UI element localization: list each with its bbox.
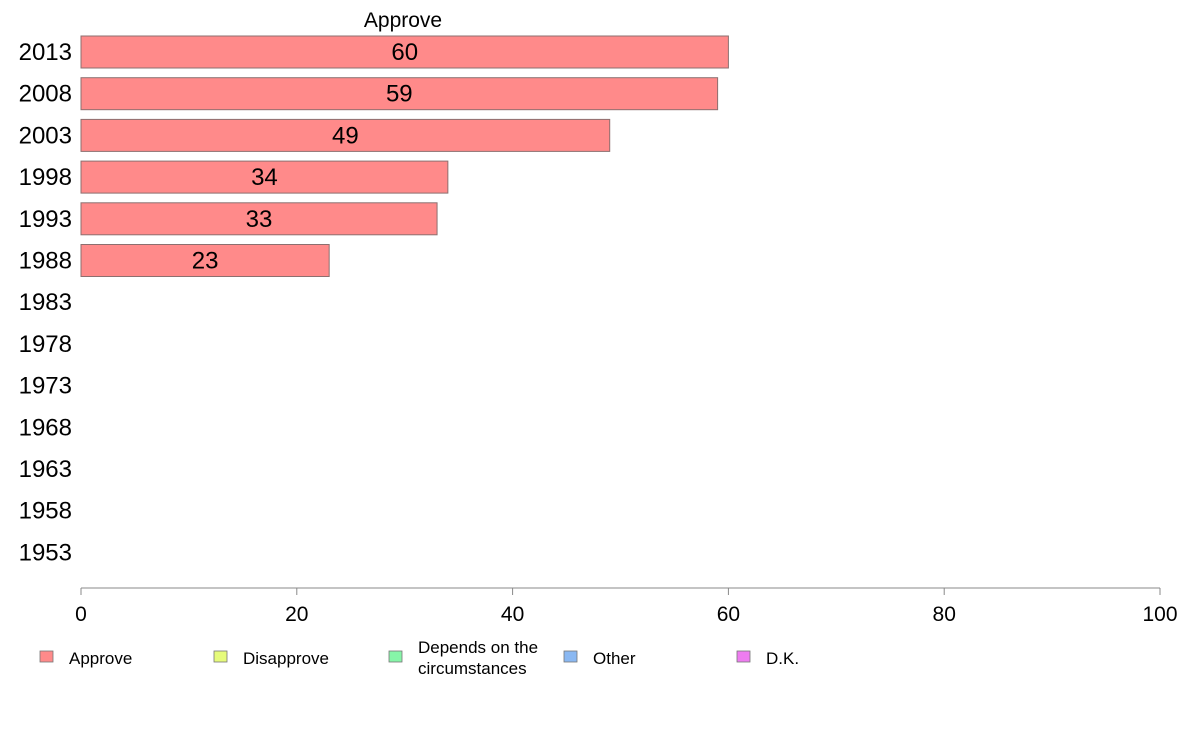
y-tick-label: 1953 [19,539,72,566]
y-tick-label: 1993 [19,206,72,233]
y-tick-label: 1978 [19,331,72,358]
legend-swatch [213,650,228,663]
y-tick-label: 1988 [19,248,72,275]
legend: Approve Disapprove Depends on the circumsta… [39,638,799,678]
y-tick-label: 2008 [19,81,72,108]
x-tick-label: 40 [501,603,524,626]
bar-value-label: 49 [332,122,359,149]
legend-item: Depends on the circumstances [388,638,538,678]
bar-value-label: 33 [246,206,273,233]
legend-label: Disapprove [243,649,329,668]
bar [80,118,611,152]
legend-label: D.K. [766,649,799,668]
x-tick-label: 100 [1142,603,1177,626]
legend-label: Approve [69,649,132,668]
y-tick-label: 1998 [19,164,72,191]
legend-swatch [388,650,403,663]
bar-value-label: 60 [391,39,418,66]
bar-value-label: 23 [192,248,219,275]
bars-group [80,35,729,277]
legend-item: Disapprove [213,649,329,668]
bar-value-label: 34 [251,164,278,191]
bar [80,160,449,194]
legend-swatch [563,650,578,663]
legend-label: Other [593,649,636,668]
y-tick-label: 2013 [19,39,72,66]
legend-label: Depends on the circumstances [418,638,538,678]
bar-value-label: 59 [386,81,413,108]
x-tick-label: 80 [933,603,956,626]
y-axis-ticks: 2013 2008 2003 1998 1993 1988 1983 1978 1973 1968… [19,39,72,566]
bar [80,202,438,236]
bar [80,244,330,277]
y-tick-label: 1958 [19,498,72,525]
y-tick-label: 1973 [19,373,72,400]
bar [80,35,729,69]
legend-item: Approve [39,649,132,668]
bar-labels-group: 60 59 49 34 33 23 [192,39,418,275]
y-tick-label: 1968 [19,414,72,441]
x-tick-label: 20 [285,603,308,626]
x-tick-label: 60 [717,603,740,626]
x-axis: 0 20 40 60 80 100 [75,587,1178,626]
legend-item: Other [563,649,636,668]
x-tick-label: 0 [75,603,87,626]
y-tick-label: 2003 [19,122,72,149]
y-tick-label: 1963 [19,456,72,483]
legend-swatch [736,650,751,663]
chart-title: Approve [364,9,442,32]
legend-swatch [39,650,54,663]
y-tick-label: 1983 [19,289,72,316]
legend-item: D.K. [736,649,799,668]
bar [80,77,719,111]
